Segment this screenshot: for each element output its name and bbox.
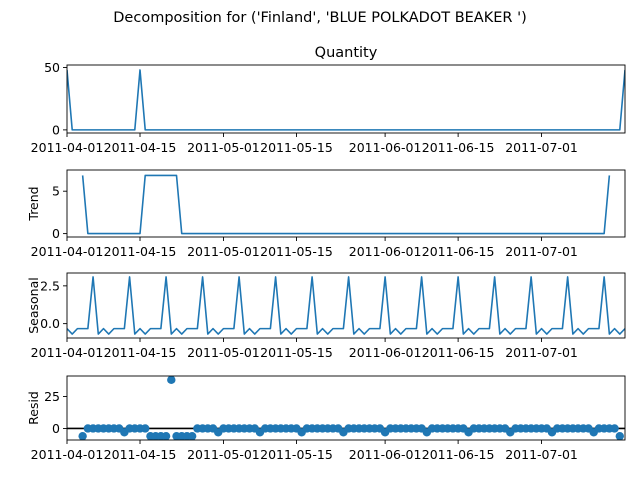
y-tick-label: 25 bbox=[44, 389, 60, 404]
resid-point bbox=[610, 424, 619, 433]
x-tick-label: 2011-06-01 bbox=[349, 447, 422, 462]
resid-points bbox=[78, 376, 624, 440]
x-tick-label: 2011-05-15 bbox=[260, 345, 333, 360]
y-tick-label: 0 bbox=[52, 421, 60, 436]
resid-point bbox=[161, 431, 171, 440]
x-tick-label: 2011-06-01 bbox=[349, 244, 422, 259]
x-tick-label: 2011-06-15 bbox=[422, 140, 495, 155]
series-line-seasonal bbox=[67, 276, 625, 335]
panel-1: 0 50 2011-04-01 2011-04-15 2011-05-01 2011-05… bbox=[31, 45, 626, 155]
y-tick-label: 0 bbox=[52, 122, 60, 137]
x-tick-label: 2011-04-15 bbox=[104, 447, 177, 462]
resid-point bbox=[78, 431, 87, 440]
y-axis-label: Seasonal bbox=[26, 277, 41, 334]
axes-frame bbox=[66, 169, 626, 238]
x-tick-label: 2011-05-15 bbox=[260, 447, 333, 462]
x-tick-label: 2011-07-01 bbox=[505, 345, 578, 360]
x-tick-label: 2011-05-01 bbox=[187, 447, 260, 462]
y-tick-label: 50 bbox=[44, 60, 60, 75]
x-tick-label: 2011-06-15 bbox=[422, 447, 495, 462]
x-tick-label: 2011-04-01 bbox=[31, 140, 104, 155]
x-tick-label: 2011-04-15 bbox=[104, 244, 177, 259]
x-tick-label: 2011-06-01 bbox=[349, 140, 422, 155]
y-axis-label: Trend bbox=[26, 186, 41, 221]
x-tick-label: 2011-06-01 bbox=[349, 345, 422, 360]
y-tick-label: 2.5 bbox=[40, 278, 60, 293]
y-tick-label: 0.0 bbox=[40, 316, 60, 331]
x-tick-label: 2011-05-01 bbox=[187, 244, 260, 259]
x-tick-label: 2011-07-01 bbox=[505, 447, 578, 462]
x-tick-label: 2011-05-15 bbox=[260, 244, 333, 259]
series-line-trend bbox=[81, 174, 611, 235]
x-tick-label: 2011-05-15 bbox=[260, 140, 333, 155]
x-tick-label: 2011-07-01 bbox=[505, 244, 578, 259]
resid-point bbox=[167, 376, 176, 385]
resid-point bbox=[615, 431, 624, 440]
figure-suptitle: Decomposition for ('Finland', 'BLUE POLK… bbox=[113, 10, 526, 26]
x-tick-label: 2011-04-15 bbox=[104, 140, 177, 155]
x-tick-label: 2011-06-15 bbox=[422, 244, 495, 259]
panel-4: 0 25 2011-04-01 2011-04-15 2011-05-01 2011-05… bbox=[26, 375, 626, 462]
y-tick-label: 0 bbox=[52, 226, 60, 241]
axes-frame bbox=[66, 272, 626, 339]
x-tick-label: 2011-06-15 bbox=[422, 345, 495, 360]
x-tick-label: 2011-04-01 bbox=[31, 345, 104, 360]
panel-title: Quantity bbox=[315, 45, 378, 61]
series-line-quantity bbox=[67, 69, 625, 131]
axes-frame bbox=[66, 64, 626, 134]
x-tick-label: 2011-04-01 bbox=[31, 447, 104, 462]
axes-frame bbox=[66, 375, 626, 441]
x-tick-label: 2011-04-15 bbox=[104, 345, 177, 360]
x-tick-label: 2011-05-01 bbox=[187, 140, 260, 155]
y-tick-label: 5 bbox=[52, 184, 60, 199]
x-tick-label: 2011-07-01 bbox=[505, 140, 578, 155]
panel-2: 0 5 2011-04-01 2011-04-15 2011-05-01 2011-05-… bbox=[26, 169, 626, 259]
x-tick-label: 2011-04-01 bbox=[31, 244, 104, 259]
x-tick-label: 2011-05-01 bbox=[187, 345, 260, 360]
resid-point bbox=[141, 424, 150, 433]
resid-point bbox=[187, 431, 197, 440]
y-axis-label: Resid bbox=[26, 391, 41, 425]
